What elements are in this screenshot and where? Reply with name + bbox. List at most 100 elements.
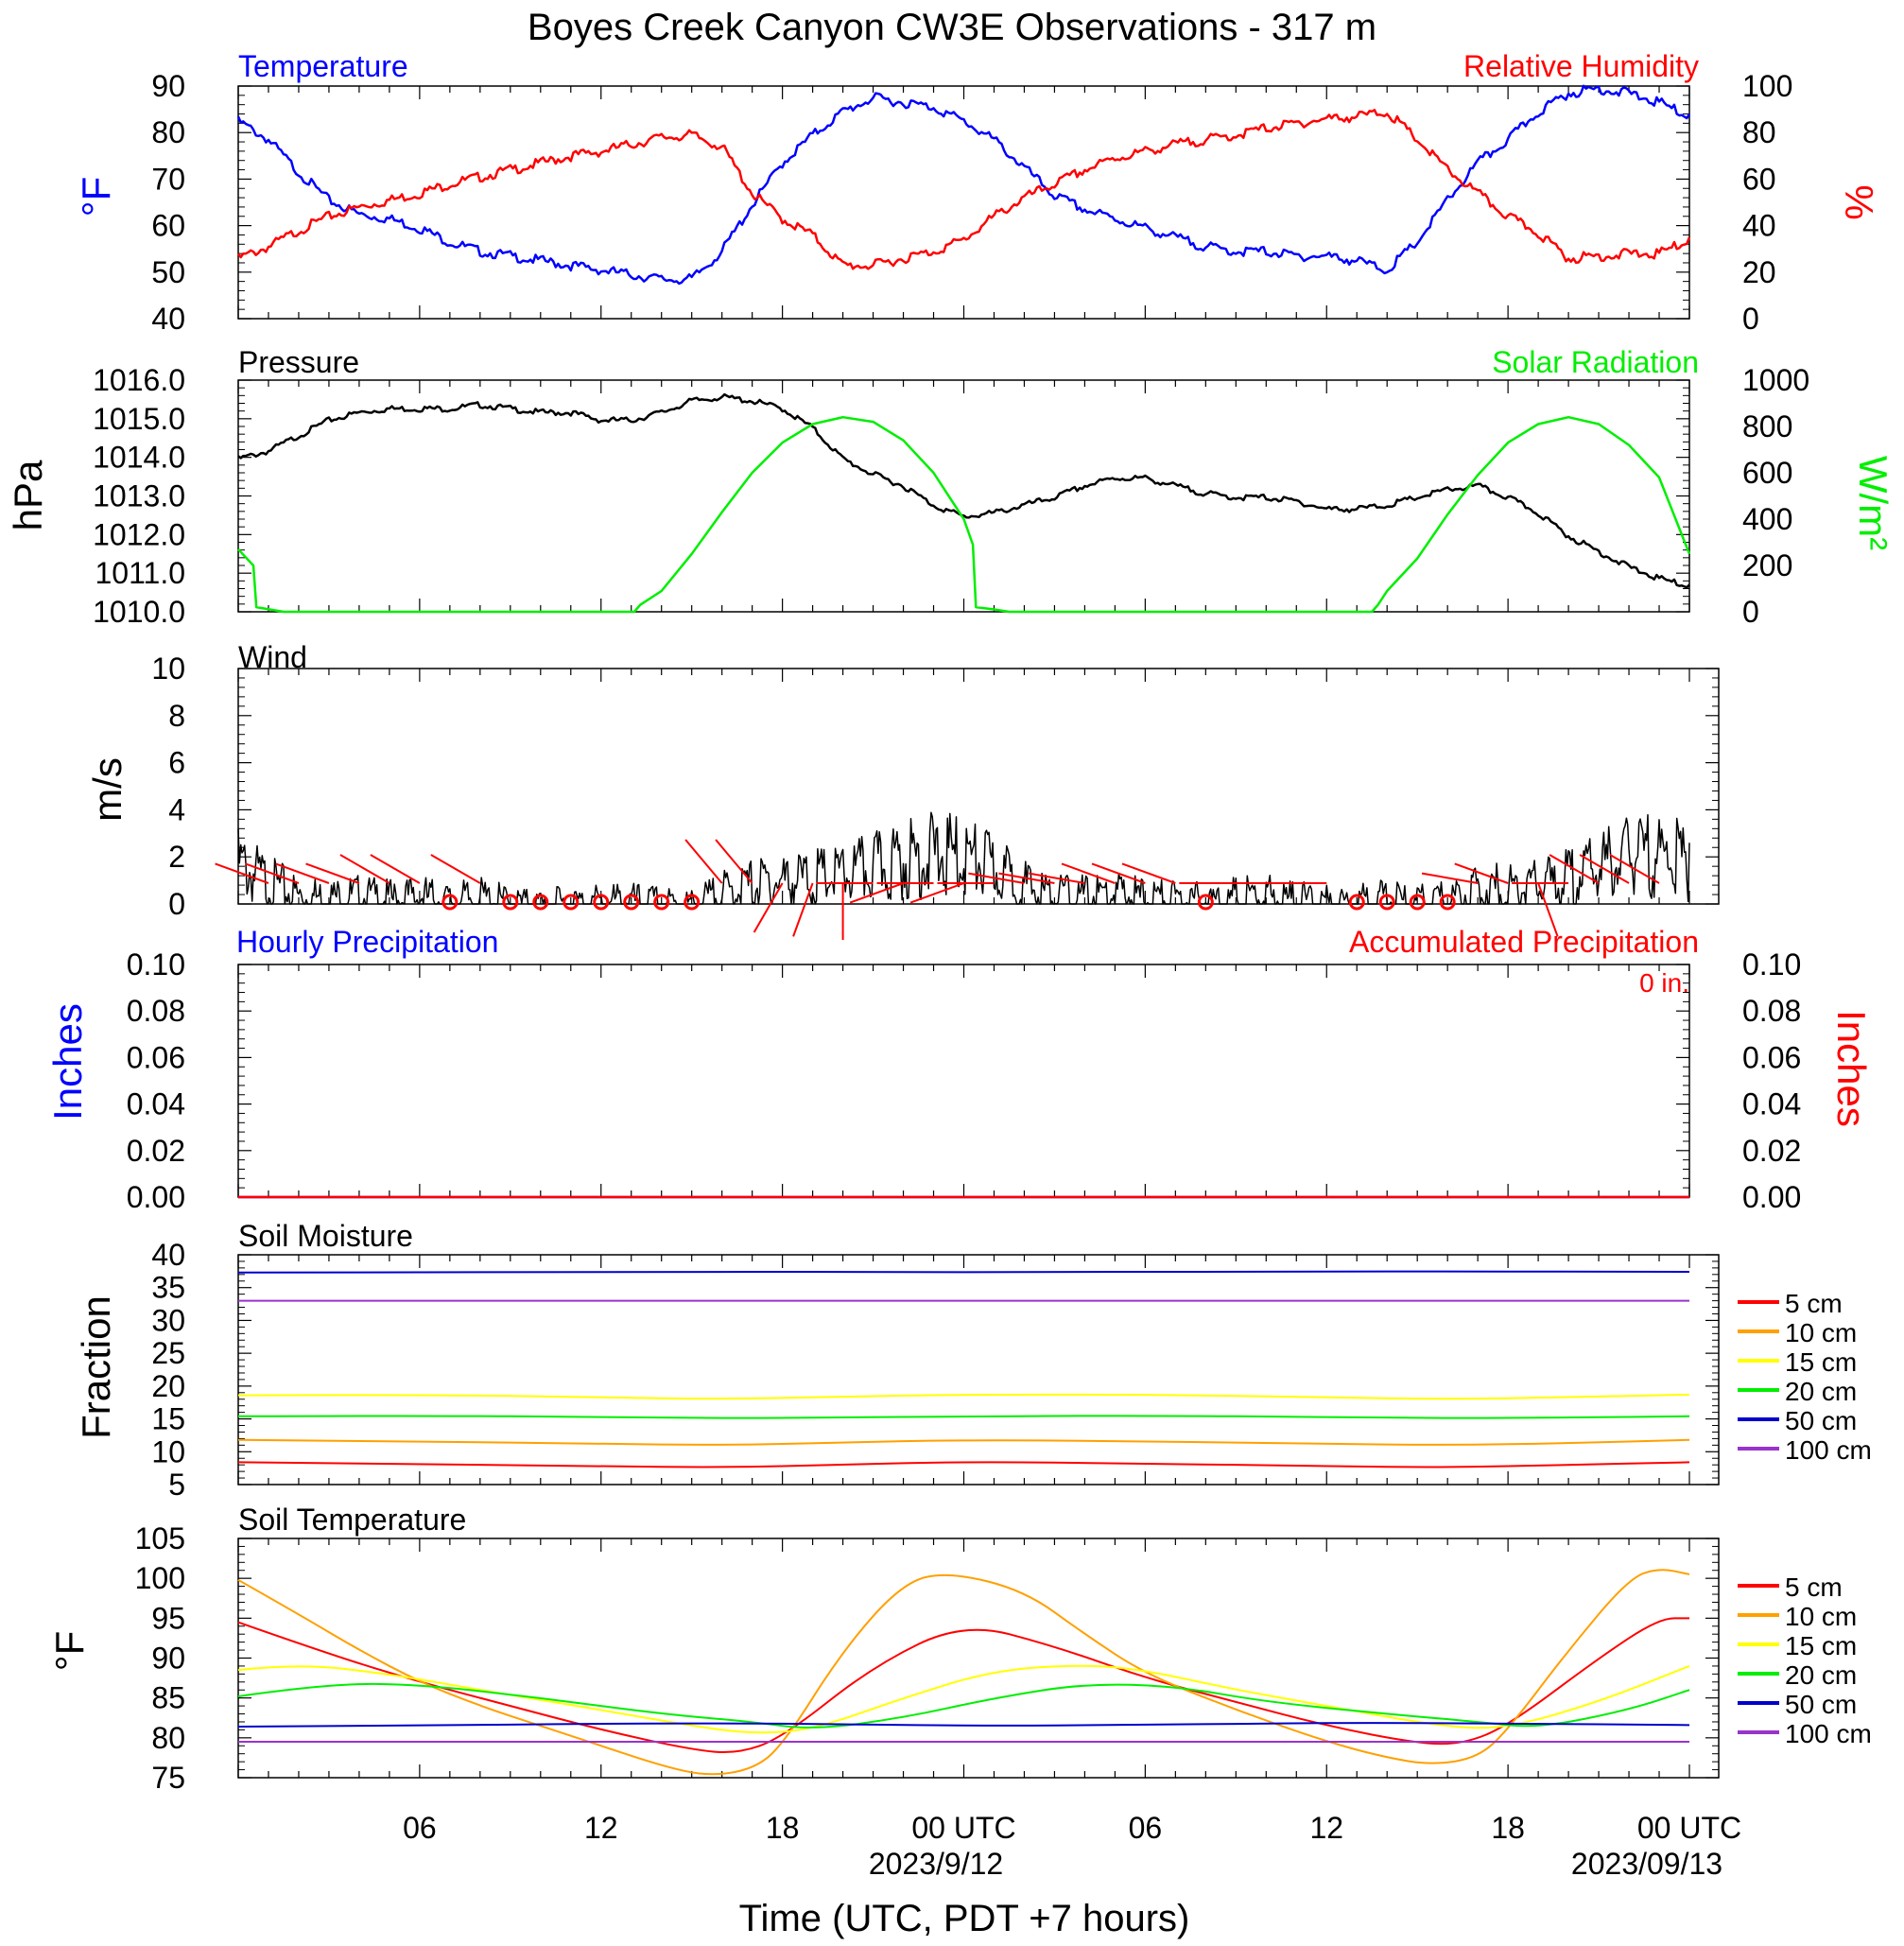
x-tick-label: 18 (1491, 1811, 1525, 1845)
x-tick-label: 06 (1129, 1811, 1163, 1845)
series-line-50-cm (237, 1270, 1690, 1274)
y-tick-label-right: 80 (1742, 115, 1776, 149)
y-tick-label: 1014.0 (93, 441, 185, 475)
solar-axis-label: W/m² (1851, 456, 1895, 550)
y-tick-label: 1012.0 (93, 517, 185, 551)
x-tick-label: 06 (403, 1811, 437, 1845)
wind-barb (1454, 862, 1509, 884)
y-tick-label: 0.08 (127, 994, 185, 1028)
series-line-5-cm (237, 1461, 1690, 1468)
series-line-50-cm (237, 1722, 1690, 1729)
series-line-20-cm (237, 1682, 1690, 1729)
y-tick-label: 25 (151, 1336, 185, 1370)
y-tick-label-right: 60 (1742, 162, 1776, 196)
calm-wind-marker (623, 894, 640, 911)
calm-wind-marker (1378, 894, 1395, 911)
series-line-pressure (237, 392, 1690, 589)
soil-moisture-panel-label: Soil Moisture (238, 1219, 413, 1253)
date-label-first: 2023/9/12 (869, 1847, 1003, 1881)
legend-label: 100 cm (1785, 1719, 1872, 1748)
y-tick-label: 80 (151, 1721, 185, 1755)
plot-precipitation: 0.00 0.02 0.04 0.06 0.08 0.10 0.00 0.02 0.04 0.06… (127, 947, 1802, 1214)
panel-pressure-solar: Pressure Solar Radiation hPa W/m² 1010.0… (6, 345, 1895, 629)
legend-label: 15 cm (1785, 1347, 1857, 1377)
temperature-panel-label: Temperature (238, 49, 408, 83)
y-tick-label-right: 600 (1742, 456, 1792, 490)
accum-precip-axis-label: Inches (1829, 1010, 1874, 1127)
wind-barb (998, 872, 1055, 884)
figure-title: Boyes Creek Canyon CW3E Observations - 3… (528, 7, 1376, 48)
date-label-second: 2023/09/13 (1571, 1847, 1722, 1881)
calm-wind-marker (532, 894, 549, 911)
plot-frame (237, 1254, 1720, 1486)
y-tick-label: 85 (151, 1681, 185, 1715)
series-line-wind (237, 811, 1690, 905)
y-tick-label-right: 100 (1742, 69, 1792, 103)
plot-frame (237, 668, 1720, 905)
series-line-20-cm (237, 1415, 1690, 1419)
y-tick-label: 50 (151, 255, 185, 289)
y-tick-label: 90 (151, 1642, 185, 1676)
wind-barb (1121, 862, 1176, 884)
panel-soil-temperature: Soil Temperature °F 75 80 85 90 95 100 105 5 cm… (47, 1503, 1872, 1795)
pressure-panel-label: Pressure (238, 345, 359, 379)
legend-label: 10 cm (1785, 1318, 1857, 1347)
humidity-axis-label: % (1837, 184, 1881, 219)
y-tick-label: 40 (151, 1238, 185, 1272)
x-tick-label: 18 (766, 1811, 800, 1845)
legend-label: 15 cm (1785, 1631, 1857, 1660)
y-tick-label: 105 (135, 1521, 185, 1555)
calm-wind-marker (441, 894, 459, 911)
wind-barb (909, 882, 964, 904)
y-tick-label: 1015.0 (93, 402, 185, 436)
y-tick-label-right: 1000 (1742, 363, 1809, 397)
y-tick-label: 6 (168, 746, 185, 780)
wind-barb (1421, 872, 1479, 884)
series-line-relative-humidity (236, 109, 1691, 270)
series-line-10-cm (237, 1569, 1690, 1776)
soil-moisture-axis-label: Fraction (74, 1295, 118, 1439)
y-tick-label: 95 (151, 1601, 185, 1635)
wind-barb (275, 862, 330, 884)
legend-label: 20 cm (1785, 1660, 1857, 1690)
y-tick-label-right: 400 (1742, 502, 1792, 536)
y-tick-label-right: 20 (1742, 255, 1776, 289)
x-tick-label: 00 UTC (1637, 1811, 1741, 1845)
y-tick-label: 1011.0 (95, 556, 186, 590)
y-tick-label: 60 (151, 209, 185, 243)
y-tick-label-right: 0.06 (1742, 1040, 1801, 1074)
legend-label: 20 cm (1785, 1377, 1857, 1406)
calm-wind-marker (1439, 894, 1456, 911)
x-tick-label: 00 UTC (911, 1811, 1015, 1845)
y-tick-label: 40 (151, 302, 185, 336)
x-axis-title: Time (UTC, PDT +7 hours) (739, 1898, 1190, 1939)
y-tick-label: 10 (151, 1434, 185, 1468)
wind-barb (1579, 854, 1630, 884)
y-tick-label: 0.04 (127, 1087, 185, 1121)
wind-barb (370, 854, 421, 884)
calm-wind-marker (1197, 894, 1214, 911)
wind-barb (430, 854, 481, 884)
soil-temperature-panel-label: Soil Temperature (238, 1503, 466, 1537)
y-tick-label: 0.10 (127, 947, 185, 982)
plot-wind: 0 2 4 6 8 10 (151, 652, 1720, 940)
wind-barb (1029, 872, 1085, 884)
temperature-axis-label: °F (74, 177, 118, 217)
wind-barb (339, 854, 390, 884)
wind-barb (1091, 862, 1146, 884)
plot-frame (237, 379, 1690, 613)
series-line-temperature (236, 84, 1691, 286)
y-tick-label-right: 0.10 (1742, 947, 1801, 982)
calm-wind-marker (502, 894, 519, 911)
legend-label: 5 cm (1785, 1572, 1843, 1602)
wind-barb (1537, 882, 1559, 937)
legend-label: 100 cm (1785, 1435, 1872, 1465)
y-tick-label: 20 (151, 1369, 185, 1403)
solar-panel-label: Solar Radiation (1492, 345, 1699, 379)
y-tick-label: 80 (151, 115, 185, 149)
wind-barb (245, 862, 300, 884)
y-tick-label-right: 800 (1742, 409, 1792, 443)
